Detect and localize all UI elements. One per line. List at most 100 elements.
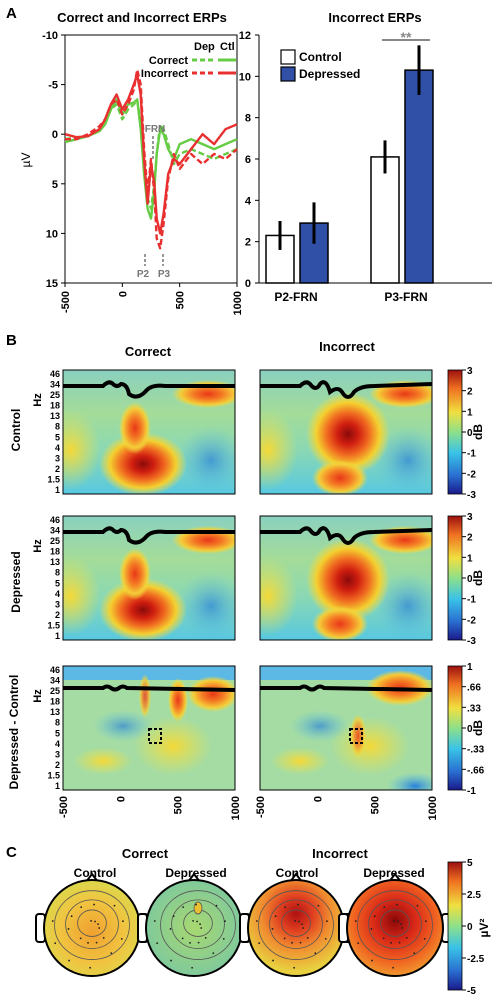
tf-hz-tick-label: 18 [50,547,60,557]
tf-hz-tick-label: 5 [55,728,60,738]
erp-x-tick-label: 1000 [232,291,244,315]
tf-hz-tick-label: 1 [55,631,60,641]
tf-blob [270,747,330,775]
topo-electrode [274,915,277,918]
tf-blob [73,747,133,775]
topo-electrode [294,919,296,922]
topo-electrode [314,952,317,955]
topo-electrode [191,966,194,969]
topo-electrode [298,920,300,923]
topo-electrode [413,952,416,955]
topo-electrode [102,937,105,939]
tf-map [62,369,236,495]
tf-frequency-trace [260,684,432,692]
tf-blob [350,714,366,758]
erp-x-tick-label: 500 [175,291,187,309]
colorbar-control-ticks: 3 2 1 0 -1 -2 -3 [462,366,476,501]
topo-electrode [302,927,305,929]
col-title-correct: Correct [125,344,172,359]
topo-electrode [293,966,296,969]
tf-hz-tick-label: 8 [55,718,60,728]
tf-frame [259,369,433,495]
colorbar-tick-label: -2 [467,469,476,480]
topo-electrode [94,920,96,923]
colorbar-depressed-bar [447,515,463,641]
topo-electrode [113,904,116,907]
tf-map [259,515,433,641]
topo-contour [54,890,130,960]
topo-electrode [192,919,194,922]
tf-blob [306,538,390,622]
topo-electrode [215,904,218,907]
topo-electrode [401,927,404,929]
topo-contour [171,899,225,949]
colorbar-depressed-ticks: 3 2 1 0 -1 -2 -3 [462,512,476,647]
topo-contour [368,899,422,949]
bar-mark [299,222,329,284]
tf-hz-tick-label: 25 [50,390,60,400]
colorbar-tick-label: -.33 [467,745,485,756]
legend-control-label: Control [299,50,342,64]
tf-blob [387,772,432,790]
erp-y-axis-label: µV [19,153,33,168]
legend-correct-label: Correct [149,55,188,67]
tf-hz-tick-label: 34 [50,676,60,686]
topo-title-correct-depressed: Depressed [165,866,226,880]
tf-hz-tick-label: 2 [55,760,60,770]
topo-electrode [272,959,274,962]
topo-head [137,872,251,977]
row-label-depressed: Depressed [9,551,23,612]
tf-hz-tick-label: 18 [50,697,60,707]
bar-chart-title: Incorrect ERPs [328,10,421,25]
colorbar-control: dB 3 2 1 0 -1 -2 -3 [447,366,485,501]
tf-frequency-trace [63,684,235,692]
erp-chart: -10 -5 0 5 10 15 -500 0 500 1000 µV Dep Ctl Corr… [19,30,244,315]
topo-electrode [67,928,70,930]
colorbar-difference-bar [447,665,463,791]
erp-y-tick-label: -10 [42,30,58,42]
topo-electrode [370,928,373,930]
topo-scalp [247,879,345,977]
tf-map [259,369,433,495]
tf-time-tick-label: 500 [370,796,382,814]
topo-electrode [283,937,286,940]
topo-electrode [156,942,159,945]
erp-x-ticks: -500 0 500 1000 [60,283,244,315]
tf-roi-box [148,728,162,744]
tf-frequency-trace [63,526,235,545]
tf-blob [99,578,187,640]
bar-y-tick-label: 6 [245,154,251,166]
p3-marker-label: P3 [158,269,171,280]
tf-frequency-trace [260,380,432,399]
erp-lines [64,68,238,250]
topo-electrode [95,941,98,944]
topo-head [239,872,353,977]
topo-electrode [87,941,89,944]
tf-map [62,665,236,791]
tf-blob [312,460,368,494]
topo-electrode [98,927,101,929]
tf-hz-tick-label: 13 [50,707,60,717]
topo-electrode [258,942,261,945]
legend-depressed-label: Depressed [299,67,360,81]
tf-frame [259,665,433,791]
topo-electrode [423,937,426,940]
colorbar-tick-label: 2 [467,533,473,544]
tf-hz-tick-label: 3 [55,749,60,759]
colorbar-tick-label: 1 [467,662,473,673]
erp-plot-frame [64,34,238,284]
tf-hz-tick-label: 4 [55,739,60,749]
bar-y-tick-label: 0 [245,278,251,290]
tf-hz-tick-label: 1.5 [47,620,60,630]
topo-electrode [79,937,82,940]
colorbar-tick-label: 1 [467,553,473,564]
topo-electrode [400,923,402,926]
erp-series-line [65,68,238,250]
topo-contour [281,909,311,937]
topo-electrode [255,920,258,922]
topo-electrode [390,941,392,944]
erp-series-line [64,98,238,210]
topo-local-peak [193,901,203,915]
colorbar-tick-label: -1 [467,595,476,606]
